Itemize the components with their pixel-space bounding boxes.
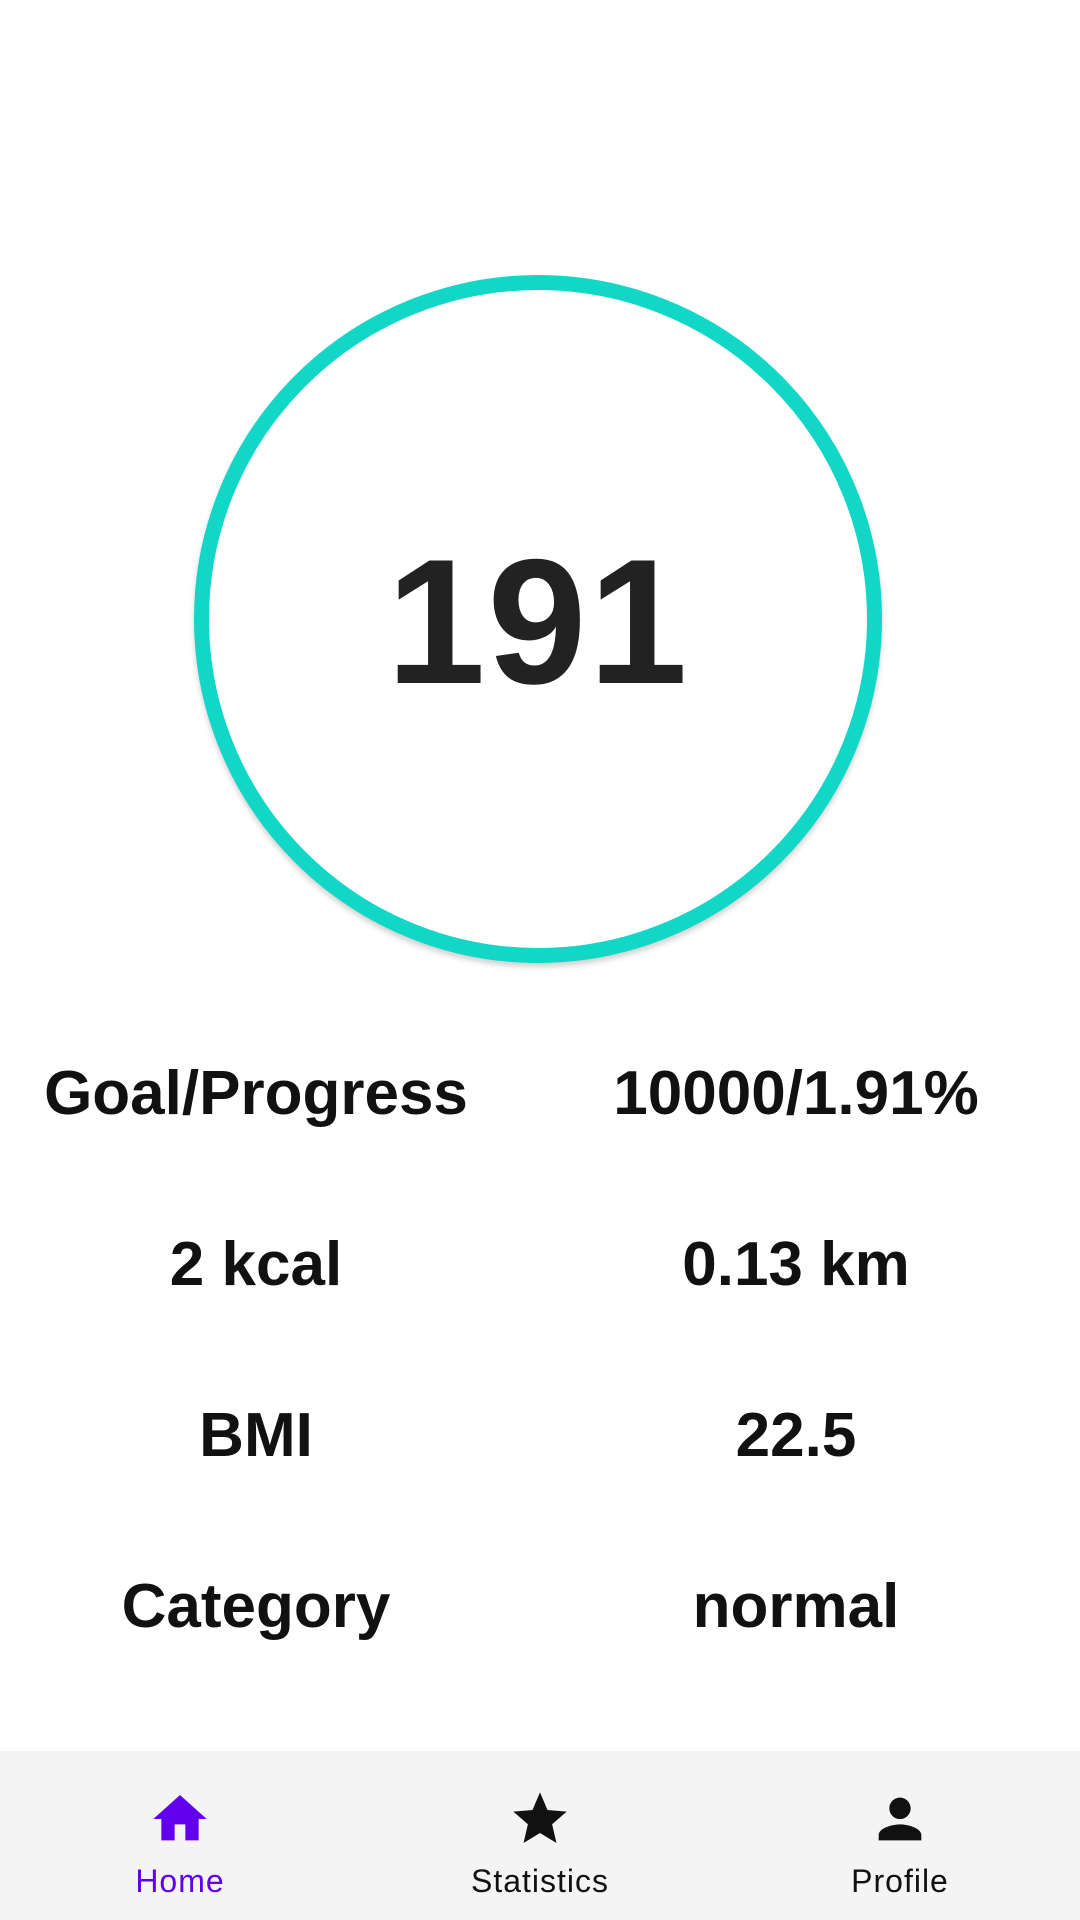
category-value: normal xyxy=(692,1572,900,1641)
star-icon xyxy=(508,1787,572,1851)
distance-value: 0.13 km xyxy=(682,1230,910,1299)
category-label: Category xyxy=(121,1572,391,1641)
nav-item-statistics[interactable]: Statistics xyxy=(360,1751,720,1920)
nav-item-profile[interactable]: Profile xyxy=(720,1751,1080,1920)
stat-row-category: Category normal xyxy=(0,1521,1080,1692)
step-count: 191 xyxy=(386,522,690,721)
nav-label-statistics: Statistics xyxy=(470,1863,610,1899)
nav-item-home[interactable]: Home xyxy=(0,1751,360,1920)
bmi-label: BMI xyxy=(199,1401,313,1470)
bottom-navigation: Home Statistics Profile xyxy=(0,1751,1080,1920)
person-icon xyxy=(868,1787,932,1851)
calories-value: 2 kcal xyxy=(169,1230,343,1299)
home-icon xyxy=(148,1787,212,1851)
stat-row-calories-distance: 2 kcal 0.13 km xyxy=(0,1179,1080,1350)
goal-progress-value: 10000/1.91% xyxy=(613,1059,979,1128)
stats-grid: Goal/Progress 10000/1.91% 2 kcal 0.13 km… xyxy=(0,1008,1080,1692)
nav-label-profile: Profile xyxy=(851,1863,949,1899)
goal-progress-label: Goal/Progress xyxy=(44,1059,468,1128)
nav-label-home: Home xyxy=(135,1863,225,1899)
stat-row-goal-progress: Goal/Progress 10000/1.91% xyxy=(0,1008,1080,1179)
stat-row-bmi: BMI 22.5 xyxy=(0,1350,1080,1521)
step-progress-ring: 191 xyxy=(194,275,882,963)
bmi-value: 22.5 xyxy=(735,1401,857,1470)
